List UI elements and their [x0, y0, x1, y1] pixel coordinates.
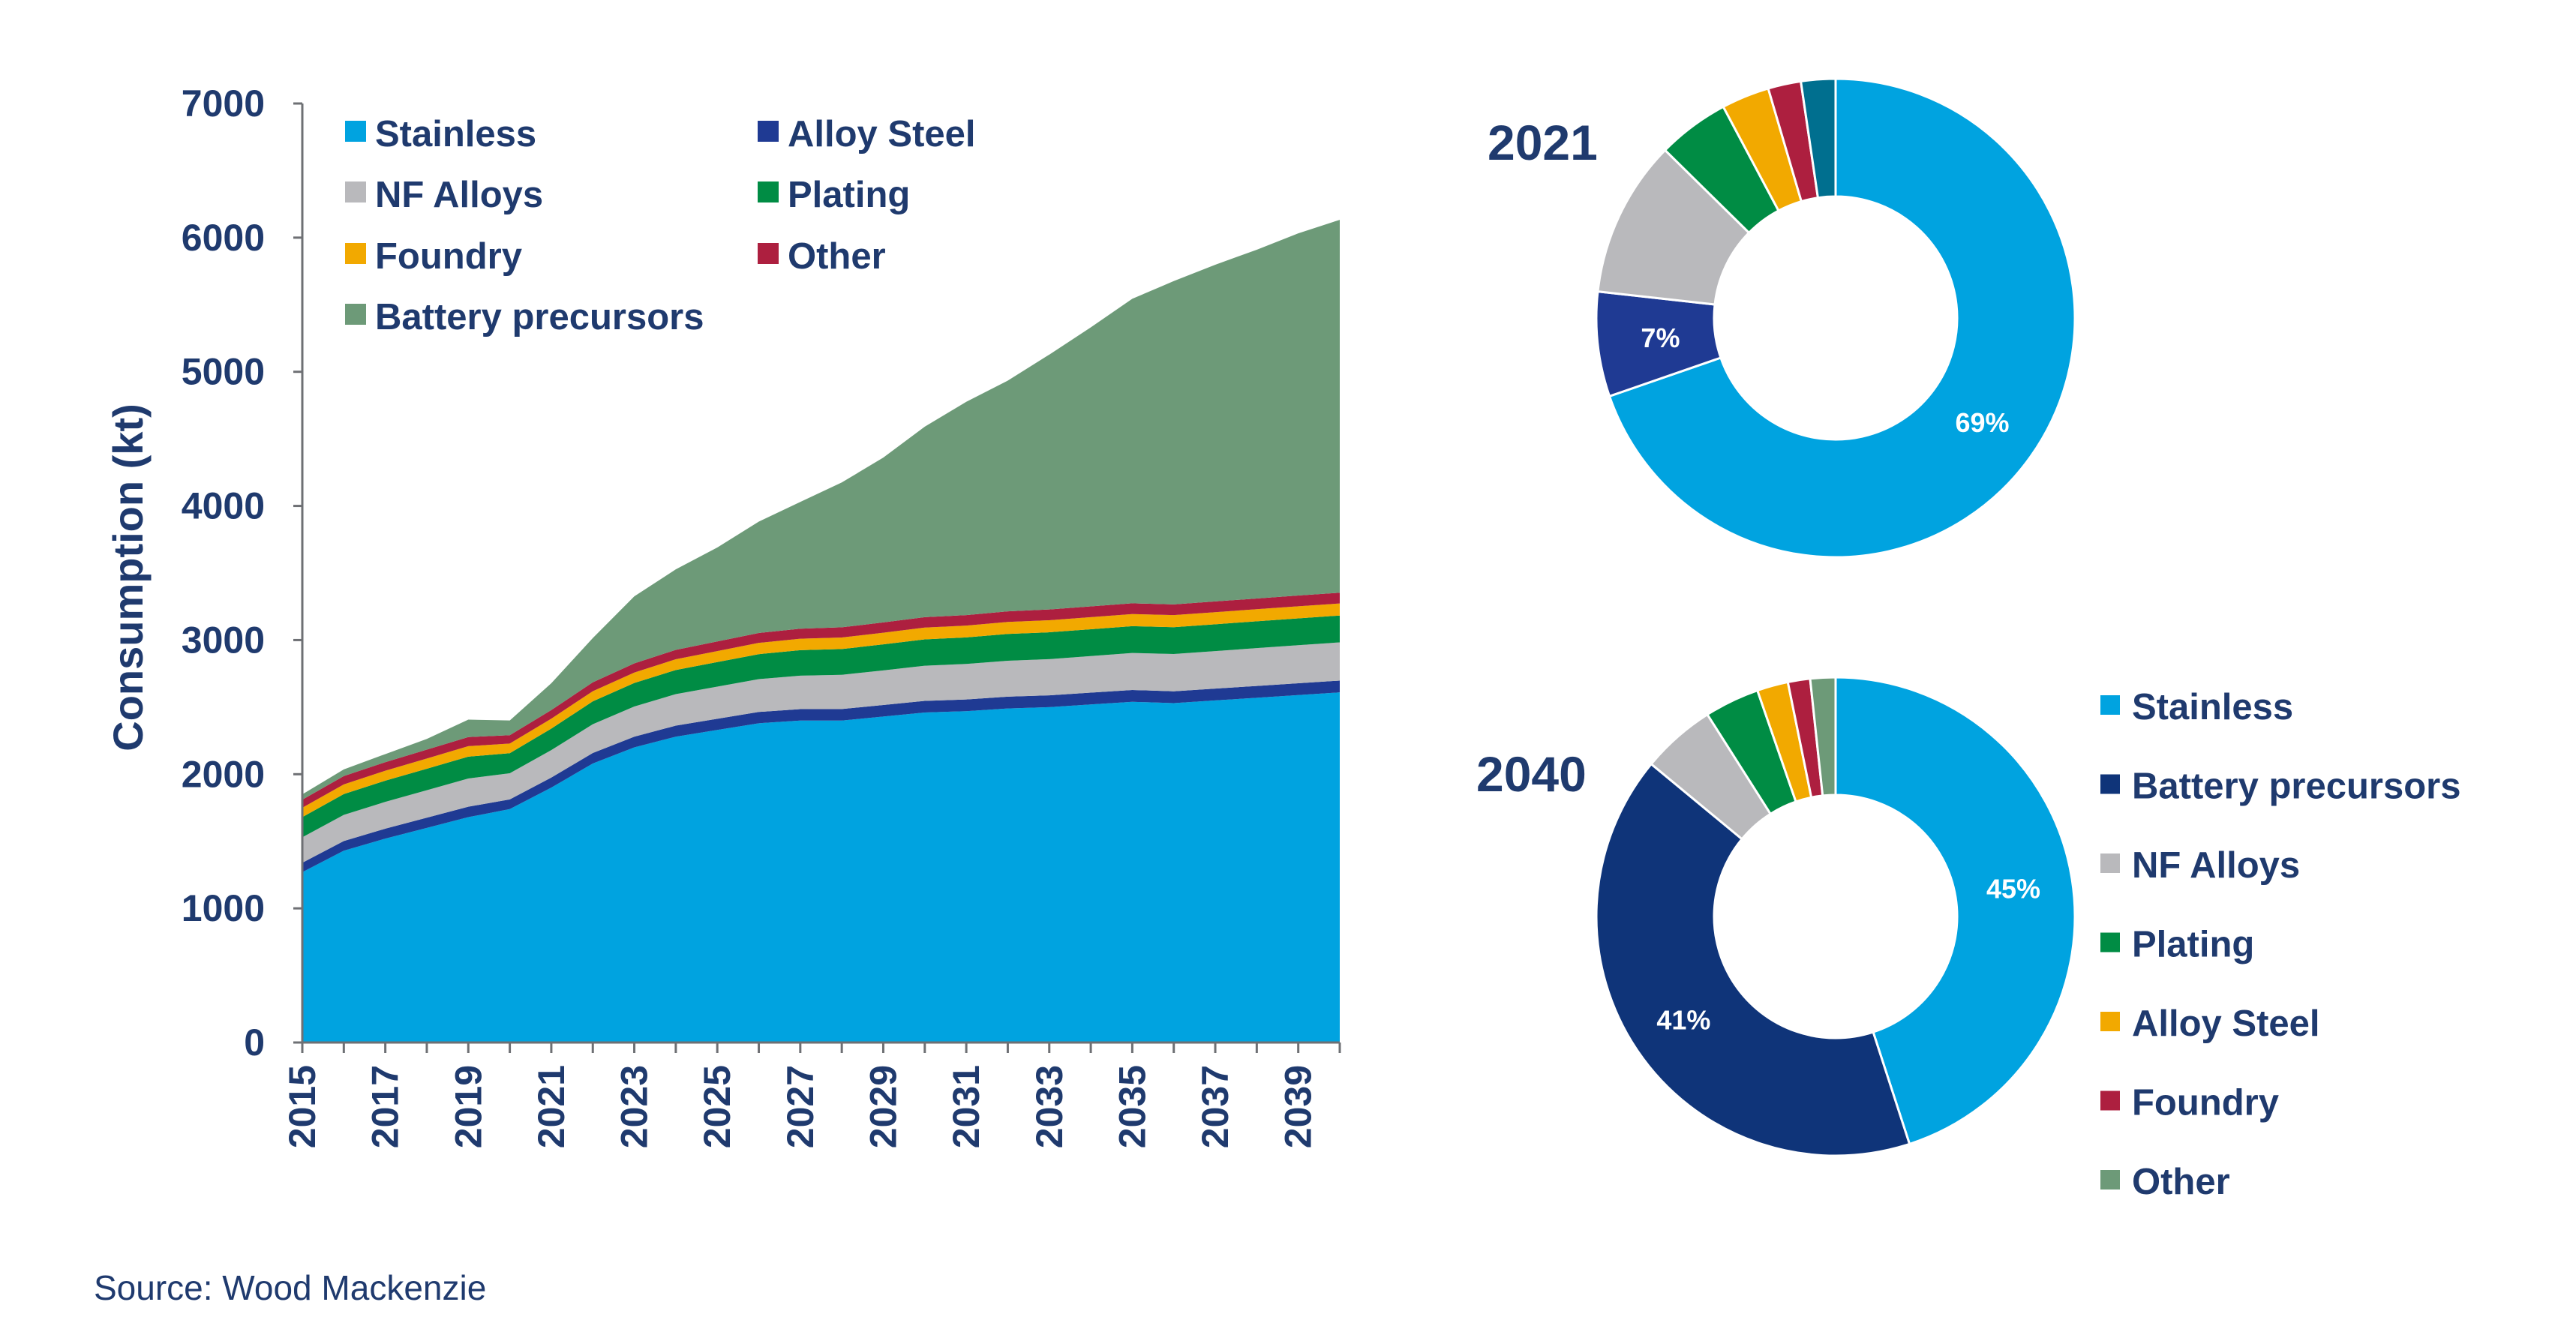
y-axis-title: Consumption (kt)	[104, 404, 152, 751]
legend-swatch-plating	[758, 182, 779, 202]
x-tick-label: 2027	[779, 1065, 821, 1148]
x-tick-label: 2033	[1028, 1065, 1070, 1148]
area-series-battery-precursors	[302, 220, 1340, 800]
area-series-foundry	[302, 603, 1340, 818]
legend-label-foundry: Foundry	[375, 236, 522, 277]
donut-slice-other	[1809, 676, 1837, 797]
legend-label-plating: Plating	[788, 175, 910, 215]
slice-data-label: 41%	[1656, 1005, 1710, 1036]
legend-label-foundry: Foundry	[2132, 1083, 2279, 1124]
legend-swatch-other	[2100, 1170, 2120, 1190]
area-chart: 0 1000 2000 3000 4000 5000 6000 7000 2015 2017 201…	[104, 82, 1341, 1148]
y-tick-label: 0	[244, 1022, 265, 1064]
legend-swatch-other	[758, 243, 779, 264]
legend-swatch-stainless	[345, 121, 366, 142]
legend-label-alloy-steel: Alloy Steel	[788, 114, 976, 154]
source-note: Source: Wood Mackenzie	[94, 1268, 487, 1307]
donut-slice-stainless	[1834, 676, 2076, 1146]
legend-label-other: Other	[2132, 1162, 2230, 1202]
slice-data-label: 69%	[1955, 407, 2009, 438]
x-tick-label: 2023	[614, 1065, 656, 1148]
area-series-nf-alloys	[302, 642, 1340, 863]
x-tick-label: 2037	[1194, 1065, 1236, 1148]
legend-swatch-alloy-steel	[758, 121, 779, 142]
donut-title: 2040	[1476, 746, 1587, 802]
legend-swatch-battery-precursors	[345, 304, 366, 325]
legend-swatch-nf-alloys	[2100, 854, 2120, 873]
x-tick-label: 2021	[530, 1065, 572, 1148]
donut-slice-stainless	[1608, 77, 2076, 559]
slice-data-label: 45%	[1986, 873, 2040, 904]
y-tick-label: 3000	[182, 619, 265, 661]
legend-label-battery-precursors: Battery precursors	[375, 297, 704, 338]
legend-label-battery-precursors: Battery precursors	[2132, 766, 2460, 807]
legend-swatch-nf-alloys	[345, 182, 366, 202]
x-tick-label: 2025	[696, 1065, 738, 1148]
y-tick-label: 1000	[182, 887, 265, 929]
x-tick-label: 2015	[281, 1065, 323, 1148]
y-tick-label: 5000	[182, 351, 265, 393]
legend-label-stainless: Stainless	[2132, 687, 2293, 728]
legend-label-nf-alloys: NF Alloys	[2132, 845, 2300, 886]
legend-swatch-stainless	[2100, 695, 2120, 715]
slice-data-label: 7%	[1641, 322, 1680, 353]
legend-swatch-battery-precursors	[2100, 774, 2120, 794]
donut-2040-legend: Stainless Battery precursors NF Alloys Plat…	[2100, 687, 2460, 1202]
y-tick-label: 2000	[182, 753, 265, 795]
x-tick-label: 2019	[447, 1065, 489, 1148]
y-tick-label: 6000	[182, 217, 265, 259]
area-series-other	[302, 592, 1340, 808]
legend-label-nf-alloys: NF Alloys	[375, 175, 543, 215]
y-tick-label: 7000	[182, 82, 265, 124]
legend-label-other: Other	[788, 236, 886, 277]
legend-swatch-foundry	[2100, 1090, 2120, 1111]
area-series-alloy-steel	[302, 680, 1340, 872]
donut-title: 2021	[1488, 115, 1598, 170]
area-series-plating	[302, 615, 1340, 838]
x-tick-label: 2029	[862, 1065, 904, 1148]
legend-swatch-foundry	[345, 243, 366, 264]
donut-2040: 45% 41% 2040	[1476, 676, 2076, 1157]
legend-swatch-alloy-steel	[2100, 1012, 2120, 1031]
legend-label-alloy-steel: Alloy Steel	[2132, 1004, 2320, 1044]
area-series-stainless	[302, 692, 1340, 1042]
donut-2021: 69% 7% 2021	[1488, 77, 2076, 559]
legend-label-stainless: Stainless	[375, 114, 536, 154]
legend-swatch-plating	[2100, 932, 2120, 952]
x-tick-label: 2039	[1277, 1065, 1320, 1148]
donut-slice-battery-precursors	[1595, 762, 1911, 1157]
x-tick-label: 2031	[945, 1065, 987, 1148]
legend-label-plating: Plating	[2132, 925, 2254, 965]
donut-slice-other-2	[1799, 77, 1837, 200]
y-tick-label: 4000	[182, 485, 265, 527]
x-tick-label: 2017	[365, 1065, 407, 1148]
x-tick-label: 2035	[1111, 1065, 1153, 1148]
